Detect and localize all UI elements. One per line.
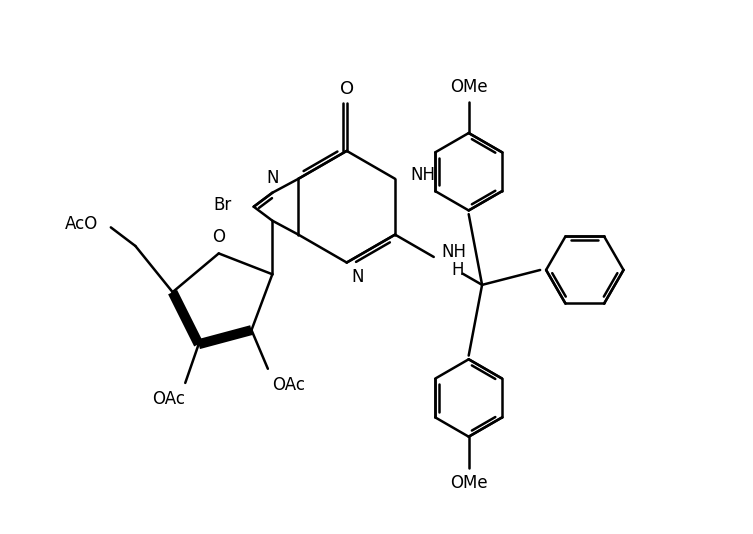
Text: N: N (352, 269, 364, 286)
Text: OAc: OAc (273, 376, 305, 394)
Text: Br: Br (213, 196, 232, 214)
Text: N: N (266, 169, 279, 187)
Text: O: O (340, 80, 354, 98)
Text: OAc: OAc (152, 390, 185, 409)
Text: OMe: OMe (450, 78, 487, 96)
Text: NH: NH (411, 166, 436, 184)
Text: OMe: OMe (450, 474, 487, 492)
Text: H: H (451, 261, 464, 279)
Text: NH: NH (441, 243, 466, 261)
Text: O: O (212, 228, 225, 246)
Text: AcO: AcO (65, 215, 98, 233)
